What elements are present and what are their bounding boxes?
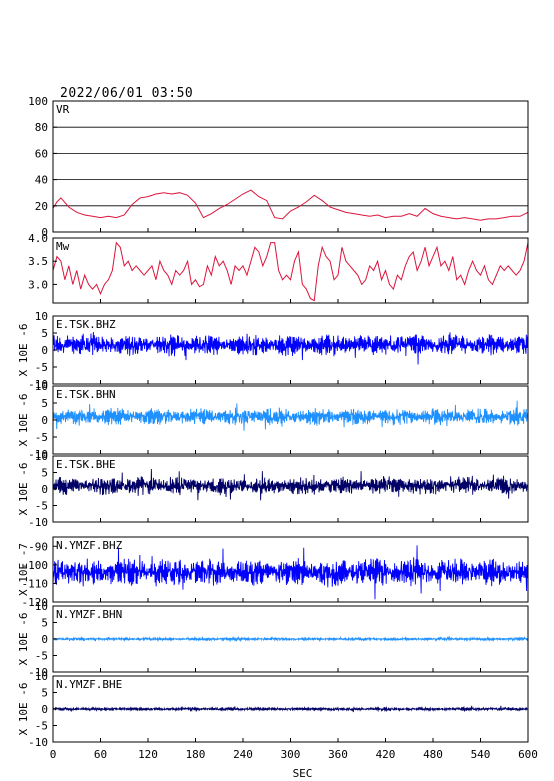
- x-tick-label: 0: [50, 748, 57, 761]
- y-tick-label: -100: [22, 559, 49, 572]
- y-tick-label: -10: [28, 666, 48, 679]
- series-line-tsk-bhn: [53, 400, 528, 431]
- x-axis-label: SEC: [293, 767, 313, 780]
- series-line-tsk-bhe: [53, 469, 528, 501]
- y-tick-label: 0: [41, 483, 48, 496]
- y-tick-label: 20: [35, 200, 48, 213]
- y-axis-label: X 10E -6: [17, 463, 30, 516]
- y-axis-label: X 10E -6: [17, 394, 30, 447]
- y-tick-label: 5: [41, 467, 48, 480]
- panel-label: Mw: [56, 240, 70, 253]
- series-line-ymzf-bhz: [53, 545, 528, 600]
- series-line-tsk-bhz: [53, 331, 528, 365]
- panel-label: E.TSK.BHE: [56, 458, 116, 471]
- y-tick-label: -10: [28, 378, 48, 391]
- panel-frame: [52, 100, 529, 233]
- y-tick-label: 40: [35, 174, 48, 187]
- panel-label: E.TSK.BHN: [56, 388, 116, 401]
- panel-mw: 3.0 3.5 4.0 Mw: [28, 232, 529, 304]
- y-tick-label: 5: [41, 617, 48, 630]
- y-tick-label: -10: [28, 448, 48, 461]
- panel-frame: [52, 315, 529, 385]
- series-line-ymzf-bhe: [53, 705, 528, 713]
- y-tick-label: -110: [22, 577, 49, 590]
- y-tick-label: 10: [35, 450, 48, 463]
- x-tick-label: 240: [233, 748, 253, 761]
- x-tick-label: 120: [138, 748, 158, 761]
- x-tick-label: 180: [186, 748, 206, 761]
- y-tick-label: 80: [35, 121, 48, 134]
- panel-label: N.YMZF.BHN: [56, 608, 122, 621]
- x-tick-label: 60: [94, 748, 107, 761]
- y-tick-label: 10: [35, 670, 48, 683]
- y-tick-label: -5: [35, 500, 48, 513]
- x-tick-label: 600: [518, 748, 538, 761]
- y-tick-label: 3.0: [28, 278, 48, 291]
- panel-vr: 0 20 40 60 80 100 VR: [28, 95, 529, 239]
- panel-tsk-bhz: -10 -5 0 5 10 E.TSK.BHZ X 10E -6: [17, 310, 529, 391]
- y-axis-label: X 10E -6: [17, 613, 30, 666]
- y-tick-label: 10: [35, 380, 48, 393]
- y-tick-label: 5: [41, 687, 48, 700]
- y-tick-label: 10: [35, 310, 48, 323]
- panel-ymzf-bhz: -120 -110 -100 -90 N.YMZF.BHZ X 10E -7: [17, 536, 529, 609]
- x-tick-label: 480: [423, 748, 443, 761]
- y-tick-label: 60: [35, 147, 48, 160]
- y-tick-label: 4.0: [28, 232, 48, 245]
- y-tick-label: 10: [35, 600, 48, 613]
- panel-frame: [52, 237, 529, 304]
- y-tick-label: -10: [28, 516, 48, 529]
- series-line-ymzf-bhn: [53, 635, 528, 643]
- panel-label: VR: [56, 103, 70, 116]
- y-axis-label: X 10E -6: [17, 683, 30, 736]
- y-tick-label: 0: [41, 414, 48, 427]
- y-axis-label: X 10E -6: [17, 324, 30, 377]
- panel-ymzf-bhe: -10 -5 0 5 10 N.YMZF.BHE X 10E -6: [17, 670, 529, 749]
- y-tick-label: 5: [41, 327, 48, 340]
- y-tick-label: -5: [35, 720, 48, 733]
- y-tick-label: 0: [41, 703, 48, 716]
- series-line-vr: [53, 189, 528, 221]
- y-tick-label: -5: [35, 431, 48, 444]
- panel-label: N.YMZF.BHZ: [56, 539, 123, 552]
- y-tick-label: 100: [28, 95, 48, 108]
- y-tick-label: 3.5: [28, 255, 48, 268]
- panel-tsk-bhe: -10 -5 0 5 10 E.TSK.BHE X 10E -6: [17, 450, 529, 529]
- y-tick-label: 0: [41, 226, 48, 239]
- y-tick-label: -5: [35, 650, 48, 663]
- y-tick-label: -90: [28, 540, 48, 553]
- panel-frame: [52, 455, 529, 523]
- y-tick-label: 5: [41, 397, 48, 410]
- chart-title: 2022/06/01 03:50: [60, 86, 194, 101]
- panel-ymzf-bhn: -10 -5 0 5 10 N.YMZF.BHN X 10E -6: [17, 600, 529, 679]
- x-tick-label: 300: [281, 748, 301, 761]
- y-tick-label: 0: [41, 633, 48, 646]
- y-tick-label: 0: [41, 344, 48, 357]
- panel-label: E.TSK.BHZ: [56, 318, 116, 331]
- panel-tsk-bhn: -10 -5 0 5 10 E.TSK.BHN X 10E -6: [17, 380, 529, 461]
- y-tick-label: -10: [28, 736, 48, 749]
- x-tick-label: 420: [376, 748, 396, 761]
- y-tick-label: -120: [22, 596, 49, 609]
- series-line-mw: [53, 241, 528, 302]
- y-tick-label: -5: [35, 361, 48, 374]
- panel-label: N.YMZF.BHE: [56, 678, 122, 691]
- x-tick-label: 360: [328, 748, 348, 761]
- x-tick-label: 540: [471, 748, 491, 761]
- y-axis-label: X 10E -7: [17, 543, 30, 596]
